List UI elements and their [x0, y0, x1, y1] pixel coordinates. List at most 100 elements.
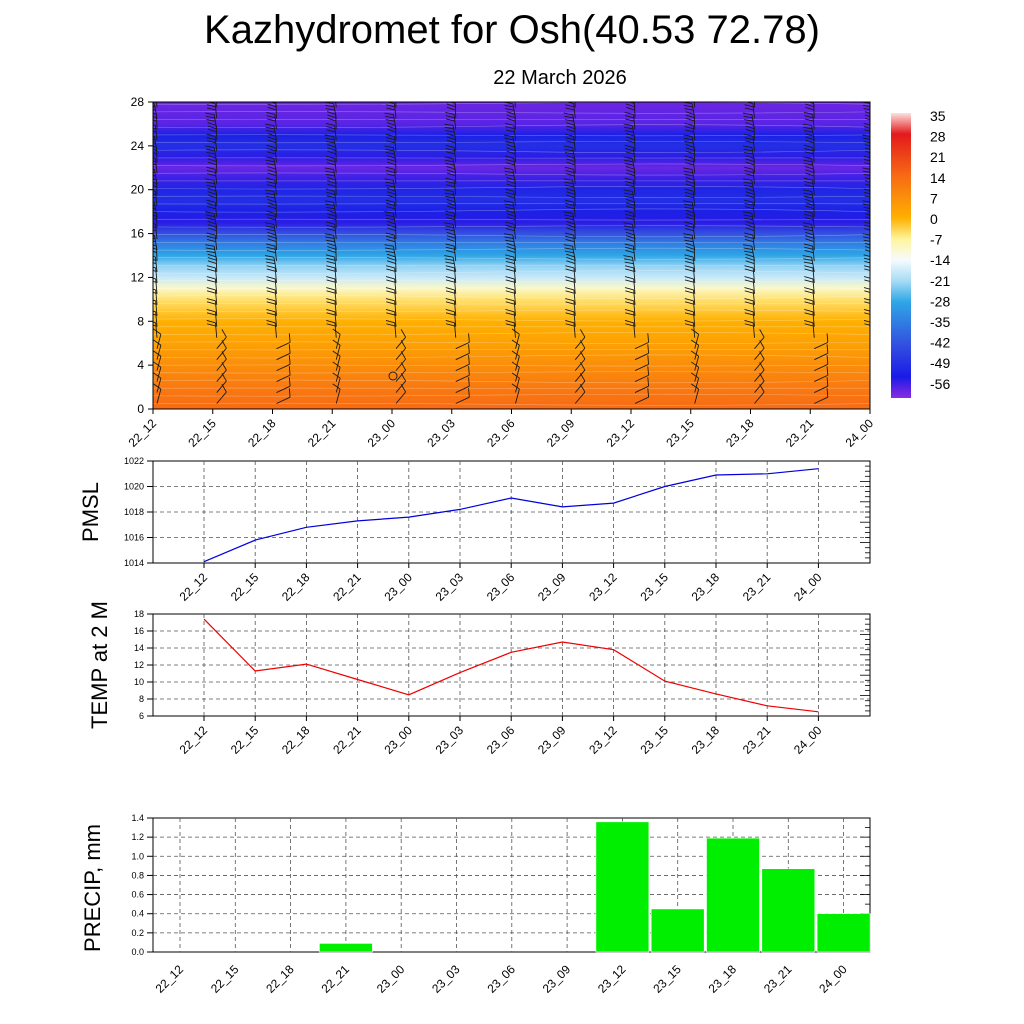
wind-barb: [691, 328, 700, 349]
wind-barb-feather: [863, 206, 870, 209]
wind-barb-feather: [566, 122, 575, 126]
wind-barb-feather: [624, 192, 634, 196]
wind-barb-feather: [805, 235, 814, 239]
wind-barb-feather: [326, 320, 336, 324]
wind-barb-staff: [155, 102, 158, 108]
wind-barb-feather: [864, 114, 870, 118]
wind-barb: [511, 339, 520, 360]
wind-barb: [684, 320, 696, 338]
wind-barb-feather: [153, 152, 157, 155]
wind-barb: [511, 361, 520, 382]
y-tick-label: 12: [131, 270, 145, 284]
wind-barb: [276, 377, 291, 393]
wind-barb: [153, 350, 162, 371]
wind-barb: [153, 321, 158, 338]
wind-barb-feather: [505, 312, 515, 316]
wind-barb: [385, 320, 397, 338]
wind-barb: [511, 383, 520, 404]
wind-barb-feather: [221, 329, 227, 338]
wind-barb: [624, 309, 636, 327]
wind-barb-staff: [214, 235, 218, 251]
wind-barb: [623, 255, 636, 273]
wind-barb-staff: [214, 322, 218, 338]
wind-barb: [633, 102, 636, 108]
wind-barb-feather: [505, 195, 515, 199]
wind-barb-feather: [684, 155, 694, 159]
wind-barb-feather: [746, 93, 755, 96]
chart-title: Kazhydromet for Osh(40.53 72.78): [204, 8, 820, 52]
wind-barb-feather: [803, 144, 813, 148]
wind-barb-staff: [452, 158, 457, 174]
wind-barb-staff: [691, 103, 696, 119]
wind-barb-feather: [744, 184, 754, 188]
wind-barb-feather: [207, 125, 217, 130]
y-tick-label: 1.4: [131, 813, 144, 823]
wind-barb-feather: [264, 123, 274, 127]
wind-barb-staff: [812, 180, 815, 196]
wind-barb: [206, 265, 218, 283]
wind-barb-staff: [574, 369, 586, 382]
x-tick-label: 23_18: [689, 723, 723, 757]
wind-barb-feather: [385, 166, 395, 170]
wind-barb: [445, 265, 457, 283]
contour-line: [153, 270, 870, 274]
wind-barb-feather: [685, 97, 694, 99]
wind-barb-feather: [565, 268, 575, 272]
wind-barb-feather: [647, 355, 650, 365]
wind-barb: [574, 329, 586, 349]
wind-barb: [744, 232, 755, 251]
x-tick-label: 23_15: [637, 570, 671, 604]
wind-barb-feather: [804, 290, 814, 294]
wind-barb-feather: [565, 107, 575, 111]
wind-barb-staff: [573, 235, 576, 251]
wind-barb: [563, 211, 576, 229]
wind-barb-feather: [153, 109, 156, 111]
wind-barb-feather: [685, 216, 695, 221]
wind-barb-feather: [505, 309, 515, 313]
wind-barb-feather: [325, 203, 335, 207]
wind-barb-staff: [752, 202, 755, 218]
wind-barb-staff: [692, 224, 696, 240]
wind-barb: [325, 122, 337, 141]
wind-barb-feather: [685, 180, 695, 184]
wind-barb: [153, 223, 158, 240]
wind-barb-feather: [506, 242, 516, 247]
wind-barb-feather: [803, 177, 813, 181]
wind-barb: [871, 329, 878, 349]
wind-barb-feather: [505, 122, 515, 126]
wind-barb-feather: [864, 129, 870, 132]
wind-barb: [624, 210, 636, 229]
wind-barb-staff: [574, 336, 586, 349]
wind-barb-feather: [446, 202, 456, 206]
wind-barb-feather: [153, 310, 156, 313]
wind-barb-feather: [805, 136, 814, 141]
wind-barb-feather: [153, 116, 157, 119]
contour-line: [153, 134, 870, 137]
wind-barb-feather: [205, 247, 215, 250]
wind-barb-feather: [863, 170, 870, 173]
wind-barb-feather: [506, 216, 516, 221]
wind-barb: [624, 144, 636, 163]
wind-barb-staff: [453, 322, 457, 338]
wind-barb: [802, 156, 815, 174]
contour-line: [153, 341, 870, 344]
wind-barb-staff: [513, 256, 516, 272]
wind-barb: [385, 199, 397, 218]
wind-barb-feather: [683, 104, 693, 108]
wind-barb-staff: [873, 290, 874, 305]
wind-barb-feather: [386, 253, 396, 258]
wind-barb-feather: [803, 192, 813, 196]
x-tick-label: 22_21: [319, 962, 353, 996]
wind-barb-feather: [326, 129, 336, 133]
wind-barb-feather: [153, 288, 156, 291]
wind-barb-staff: [394, 289, 397, 305]
wind-barb-feather: [684, 126, 694, 130]
wind-barb-staff: [214, 136, 218, 152]
wind-barb-feather: [206, 133, 216, 137]
wind-barb-feather: [147, 97, 156, 99]
wind-barb-feather: [743, 247, 753, 250]
wind-barb: [444, 189, 457, 207]
wind-barb-staff: [155, 278, 158, 294]
wind-barb-feather: [446, 235, 456, 239]
wind-barb-feather: [565, 239, 575, 243]
